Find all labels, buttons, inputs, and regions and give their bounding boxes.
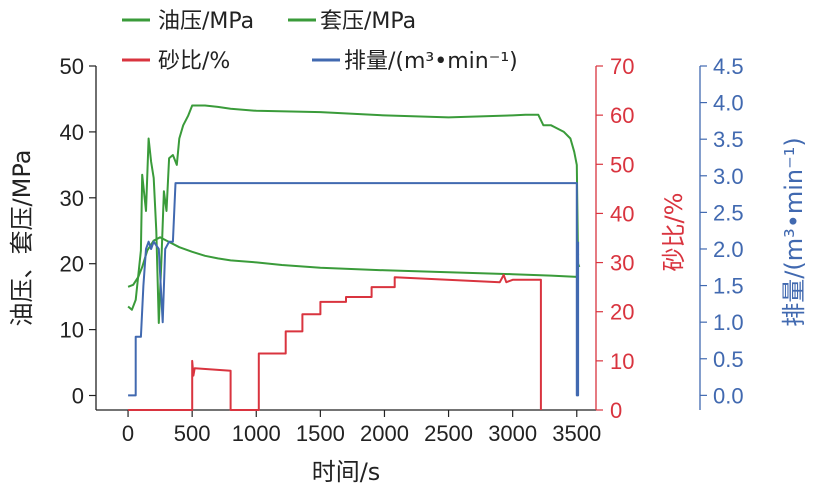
left-tick-label: 40 — [60, 120, 84, 145]
displacement-tick-label: 1.5 — [713, 274, 744, 299]
casing-pressure-line — [127, 104, 581, 324]
x-tick-label: 3000 — [488, 421, 537, 446]
x-tick-label: 2500 — [424, 421, 473, 446]
legend: 油压/MPa 套压/MPa 砂比/% 排量/(m³•min⁻¹) — [122, 9, 518, 74]
displacement-tick-label: 2.0 — [713, 237, 744, 262]
oil-pressure-line — [127, 236, 580, 288]
legend-label-casing-pressure: 套压/MPa — [320, 9, 416, 34]
sand-ratio-axis-title: 砂比/% — [660, 193, 688, 272]
left-axis-title: 油压、套压/MPa — [8, 150, 36, 327]
legend-label-displacement: 排量/(m³•min⁻¹) — [344, 49, 518, 74]
displacement-tick-label: 1.0 — [713, 310, 744, 335]
displacement-tick-label: 4.0 — [713, 91, 744, 116]
sand-ratio-tick-label: 60 — [610, 103, 634, 128]
displacement-tick-label: 4.5 — [713, 54, 744, 79]
displacement-tick-label: 2.5 — [713, 200, 744, 225]
plot-area — [127, 104, 581, 411]
ticks: 0 500 1000 1500 2000 2500 3000 3500010203040500… — [60, 54, 744, 446]
x-tick-label: 1000 — [232, 421, 281, 446]
displacement-tick-label: 3.5 — [713, 127, 744, 152]
displacement-line — [128, 182, 580, 397]
left-tick-label: 50 — [60, 54, 84, 79]
left-tick-label: 10 — [60, 318, 84, 343]
x-tick-label: 0 — [122, 421, 134, 446]
sand-ratio-tick-label: 50 — [610, 152, 634, 177]
sand-ratio-tick-label: 40 — [610, 201, 634, 226]
legend-label-oil-pressure: 油压/MPa — [158, 9, 254, 34]
x-tick-label: 2000 — [360, 421, 409, 446]
left-tick-label: 0 — [72, 384, 84, 409]
left-tick-label: 20 — [60, 252, 84, 277]
left-tick-label: 30 — [60, 186, 84, 211]
sand-ratio-tick-label: 10 — [610, 349, 634, 374]
sand-ratio-tick-label: 20 — [610, 300, 634, 325]
sand-ratio-tick-label: 30 — [610, 251, 634, 276]
x-tick-label: 500 — [174, 421, 211, 446]
sand-ratio-tick-label: 0 — [610, 398, 622, 423]
x-tick-label: 3500 — [552, 421, 601, 446]
displacement-axis-title: 排量/(m³•min⁻¹) — [780, 137, 808, 327]
sand-ratio-line — [128, 273, 542, 411]
displacement-tick-label: 3.0 — [713, 164, 744, 189]
sand-ratio-tick-label: 70 — [610, 54, 634, 79]
x-tick-label: 1500 — [296, 421, 345, 446]
x-axis-title: 时间/s — [312, 458, 381, 486]
displacement-tick-label: 0.5 — [713, 347, 744, 372]
legend-label-sand-ratio: 砂比/% — [158, 49, 230, 74]
displacement-tick-label: 0.0 — [713, 383, 744, 408]
